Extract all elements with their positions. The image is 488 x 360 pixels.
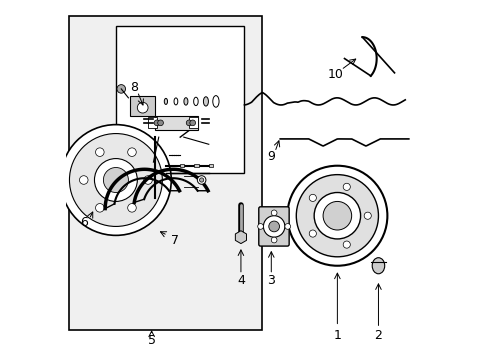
Circle shape [343, 183, 349, 190]
Text: 3: 3 [267, 274, 275, 287]
Text: 8: 8 [129, 81, 138, 94]
Circle shape [69, 134, 162, 226]
Circle shape [263, 216, 285, 237]
Circle shape [343, 241, 349, 248]
Circle shape [117, 85, 125, 93]
Circle shape [186, 120, 192, 126]
Ellipse shape [183, 98, 187, 105]
Text: 6: 6 [80, 216, 87, 229]
Bar [69, 16, 262, 330]
Bar [148, 117, 157, 128]
Circle shape [103, 167, 128, 193]
Circle shape [143, 176, 152, 184]
Ellipse shape [164, 98, 167, 104]
Circle shape [199, 178, 203, 182]
Circle shape [189, 120, 195, 126]
Ellipse shape [212, 96, 219, 107]
Circle shape [95, 148, 104, 157]
Circle shape [271, 210, 276, 216]
Circle shape [323, 202, 351, 230]
Circle shape [197, 176, 205, 184]
Circle shape [313, 193, 360, 239]
Circle shape [127, 203, 136, 212]
Circle shape [154, 120, 160, 126]
Circle shape [308, 230, 316, 237]
Circle shape [308, 194, 316, 202]
FancyBboxPatch shape [258, 207, 288, 246]
Circle shape [94, 158, 137, 202]
Bar [130, 96, 155, 116]
Circle shape [257, 224, 263, 229]
Bar [194, 164, 198, 167]
Circle shape [95, 203, 104, 212]
Text: 5: 5 [147, 334, 155, 347]
Circle shape [271, 237, 276, 243]
Bar [180, 164, 184, 167]
Circle shape [296, 175, 378, 257]
Circle shape [285, 224, 290, 229]
Text: 2: 2 [374, 329, 382, 342]
Ellipse shape [174, 98, 178, 105]
Ellipse shape [193, 97, 198, 105]
Circle shape [157, 120, 163, 126]
Circle shape [364, 212, 370, 219]
Text: 7: 7 [171, 234, 179, 247]
Circle shape [268, 221, 279, 232]
Text: 1: 1 [333, 329, 341, 342]
Circle shape [287, 166, 386, 266]
Circle shape [137, 102, 148, 113]
Circle shape [61, 125, 171, 235]
Text: 9: 9 [267, 150, 275, 163]
Text: 10: 10 [327, 68, 343, 81]
Text: 4: 4 [237, 274, 244, 287]
Ellipse shape [203, 97, 208, 106]
Bar [116, 26, 244, 173]
Circle shape [80, 176, 88, 184]
Ellipse shape [371, 258, 384, 274]
Circle shape [127, 148, 136, 157]
Bar [208, 164, 213, 167]
Bar [189, 117, 198, 128]
Bar [155, 116, 198, 130]
